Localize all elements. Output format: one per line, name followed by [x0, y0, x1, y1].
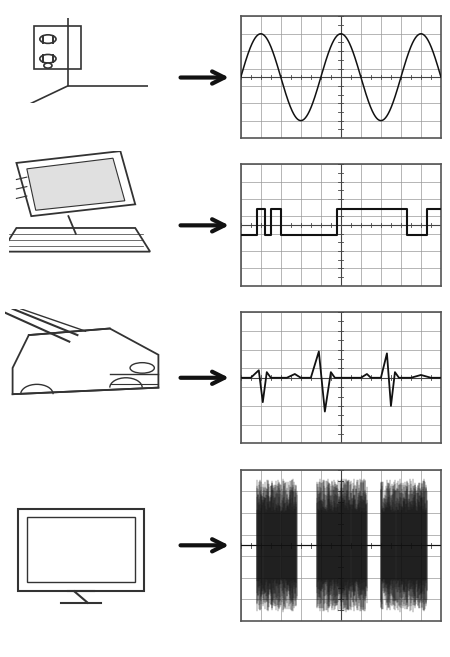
- Ellipse shape: [130, 363, 154, 373]
- Polygon shape: [34, 26, 81, 69]
- Polygon shape: [13, 328, 158, 394]
- Polygon shape: [18, 509, 144, 591]
- Polygon shape: [1, 228, 150, 252]
- Polygon shape: [27, 516, 135, 582]
- Ellipse shape: [40, 35, 56, 43]
- Polygon shape: [27, 158, 125, 210]
- Ellipse shape: [40, 55, 56, 63]
- Polygon shape: [17, 151, 135, 216]
- Circle shape: [44, 63, 52, 68]
